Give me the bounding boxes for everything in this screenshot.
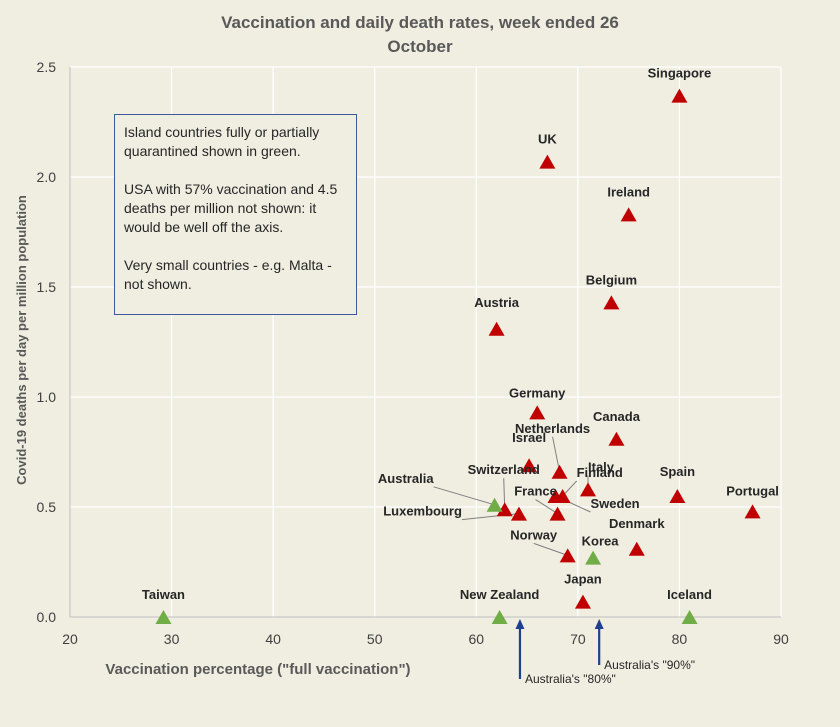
point-label-australia: Australia: [378, 471, 434, 486]
reference-arrowhead-2: [594, 619, 604, 629]
point-label-denmark: Denmark: [609, 516, 665, 531]
note-line-usa: USA with 57% vaccination and 4.5 deaths …: [124, 181, 338, 235]
data-points: [155, 88, 761, 624]
point-marker-germany: [529, 405, 546, 420]
x-tick-label: 90: [773, 631, 789, 647]
point-marker-denmark: [628, 541, 645, 556]
x-tick-label: 30: [164, 631, 180, 647]
point-marker-australia: [486, 497, 503, 512]
y-tick-label: 0.5: [37, 499, 57, 515]
point-marker-netherlands: [551, 464, 568, 479]
point-label-sweden: Sweden: [591, 496, 640, 511]
leader-line-france: [535, 499, 558, 515]
point-marker-france: [549, 506, 566, 521]
point-marker-sweden: [547, 489, 564, 503]
point-label-italy: Italy: [588, 459, 615, 474]
point-label-netherlands: Netherlands: [515, 421, 590, 436]
leader-line-netherlands: [552, 436, 561, 472]
point-marker-belgium: [603, 295, 620, 310]
leader-line-norway: [533, 542, 568, 556]
point-label-norway: Norway: [510, 527, 558, 542]
point-label-singapore: Singapore: [648, 66, 712, 81]
x-tick-label: 20: [62, 631, 78, 647]
x-tick-label: 50: [367, 631, 383, 647]
point-label-belgium: Belgium: [586, 272, 637, 287]
y-tick-label: 2.5: [37, 59, 57, 75]
tick-labels: 20 30 40 50 60 70 80 90 0.0 0.5 1.0 1.5 2.0 2.5: [37, 59, 789, 647]
y-tick-label: 1.5: [37, 279, 57, 295]
point-marker-canada: [608, 431, 625, 446]
reference-arrows: Australia's "80%"Australia's "90%": [515, 619, 695, 686]
point-marker-new-zealand: [491, 610, 508, 624]
point-label-switzerland: Switzerland: [468, 462, 540, 477]
point-marker-spain: [669, 489, 686, 503]
point-label-austria: Austria: [474, 295, 520, 310]
reference-arrowhead-1: [515, 619, 525, 629]
axes: [69, 67, 781, 618]
point-label-canada: Canada: [593, 409, 641, 424]
note-line-islands: Island countries fully or partially quar…: [124, 124, 320, 159]
point-label-ireland: Ireland: [607, 184, 650, 199]
y-tick-label: 0.0: [37, 609, 57, 625]
point-label-korea: Korea: [582, 534, 620, 549]
annotation-note-box: Island countries fully or partially quar…: [114, 114, 357, 315]
point-marker-switzerland: [496, 502, 513, 517]
point-label-portugal: Portugal: [726, 483, 779, 498]
point-marker-israel: [521, 458, 538, 473]
y-axis-label: Covid-19 deaths per day per million popu…: [14, 195, 29, 485]
point-label-luxembourg: Luxembourg: [383, 504, 462, 519]
point-marker-italy: [580, 482, 597, 497]
point-marker-japan: [574, 594, 591, 609]
point-marker-austria: [488, 321, 505, 336]
reference-arrow-label-1: Australia's "80%": [525, 672, 616, 686]
point-label-germany: Germany: [509, 385, 566, 400]
x-tick-label: 60: [468, 631, 484, 647]
point-label-france: France: [514, 484, 557, 499]
point-label-spain: Spain: [660, 464, 695, 479]
point-label-uk: UK: [538, 132, 557, 147]
y-tick-label: 2.0: [37, 169, 57, 185]
point-marker-singapore: [671, 88, 688, 103]
point-label-israel: Israel: [512, 430, 546, 445]
x-tick-label: 40: [265, 631, 281, 647]
point-marker-portugal: [744, 504, 761, 519]
note-line-small-countries: Very small countries - e.g. Malta - not …: [124, 257, 332, 292]
point-marker-korea: [585, 550, 602, 565]
point-marker-taiwan: [155, 610, 172, 624]
chart-title-line-2: October: [387, 37, 453, 56]
point-label-new-zealand: New Zealand: [460, 587, 540, 602]
point-label-finland: Finland: [577, 465, 623, 480]
x-tick-label: 80: [672, 631, 688, 647]
point-marker-luxembourg: [510, 506, 527, 521]
point-marker-norway: [559, 548, 576, 563]
point-marker-ireland: [620, 207, 637, 222]
point-label-iceland: Iceland: [667, 587, 712, 602]
x-axis-label: Vaccination percentage ("full vaccinatio…: [105, 661, 410, 678]
reference-arrow-label-2: Australia's "90%": [604, 658, 695, 672]
y-tick-label: 1.0: [37, 389, 57, 405]
point-label-taiwan: Taiwan: [142, 587, 185, 602]
point-labels: Singapore UK Ireland Belgium Austria Germany C…: [142, 66, 779, 602]
point-label-japan: Japan: [564, 572, 602, 587]
leader-line-australia: [433, 486, 495, 506]
x-tick-label: 70: [570, 631, 586, 647]
point-marker-iceland: [681, 610, 698, 624]
chart-title-line-1: Vaccination and daily death rates, week …: [221, 13, 619, 32]
point-marker-uk: [539, 154, 556, 169]
